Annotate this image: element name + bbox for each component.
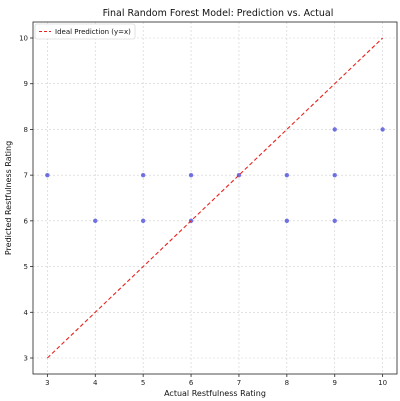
- y-tick-label: 3: [24, 355, 28, 363]
- legend-box: [34, 23, 136, 40]
- x-tick-label: 8: [285, 379, 289, 387]
- y-tick-label: 5: [24, 263, 28, 271]
- y-tick-label: 8: [24, 126, 28, 134]
- scatter-point: [140, 172, 146, 178]
- y-tick-label: 10: [19, 35, 28, 43]
- y-tick-label: 6: [24, 217, 29, 225]
- y-axis-label: Predicted Restfulness Rating: [4, 141, 13, 255]
- ideal-prediction-line: [46, 37, 384, 359]
- x-tick-label: 7: [237, 379, 241, 387]
- scatter-point: [332, 127, 337, 132]
- scatter-point: [332, 218, 337, 224]
- y-axis: 3 4 5 6 7 8 9 10: [19, 35, 33, 363]
- data-marks: [45, 37, 385, 359]
- y-tick-label: 4: [24, 309, 29, 317]
- plot-frame: [32, 21, 398, 375]
- legend-entry-ideal: Ideal Prediction (y=x): [55, 28, 131, 36]
- x-tick-label: 9: [333, 379, 337, 387]
- x-axis-label: Actual Restfulness Rating: [164, 389, 266, 398]
- scatter-point: [93, 218, 98, 224]
- x-axis: 3 4 5 6 7 8 9 10: [45, 374, 387, 387]
- x-tick-label: 10: [378, 379, 387, 387]
- scatter-point: [284, 218, 290, 224]
- scatter-point: [140, 218, 146, 224]
- x-tick-label: 3: [45, 379, 49, 387]
- chart-title: Final Random Forest Model: Prediction vs…: [103, 8, 334, 19]
- scatter-point: [45, 172, 50, 178]
- y-tick-label: 7: [24, 172, 28, 180]
- x-tick-label: 4: [93, 379, 98, 387]
- scatter-point: [332, 172, 337, 178]
- x-tick-label: 5: [141, 379, 145, 387]
- scatter-point: [284, 172, 290, 178]
- legend: Ideal Prediction (y=x): [34, 23, 136, 40]
- scatter-point: [188, 172, 194, 178]
- y-tick-label: 9: [24, 80, 28, 88]
- scatter-point: [380, 127, 385, 132]
- x-tick-label: 6: [189, 379, 194, 387]
